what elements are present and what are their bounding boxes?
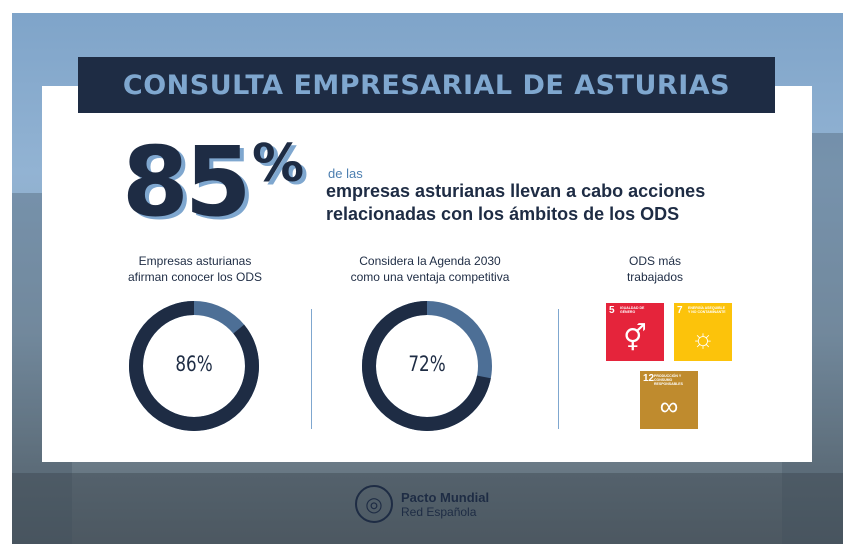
donut-value-arc xyxy=(362,301,492,431)
footer-branding: ◎ Pacto Mundial Red Española xyxy=(355,485,489,523)
ods-goal-number: 12 xyxy=(643,373,655,384)
donut-chart-agenda-2030 xyxy=(362,301,492,431)
stat-label-line: Empresas asturianas xyxy=(138,254,252,268)
footer-name: Pacto Mundial xyxy=(401,489,490,505)
headline-line-2: relacionadas con los ámbitos de los ODS xyxy=(326,204,680,224)
donut-chart-ods-knowledge xyxy=(129,301,259,431)
ods-goal-title: ENERGÍA ASEQUIBLE Y NO CONTAMINANTE xyxy=(688,306,726,314)
headline-claim: empresas asturianas llevan a cabo accion… xyxy=(326,180,766,226)
ods-goal-title: IGUALDAD DE GÉNERO xyxy=(620,306,645,314)
divider xyxy=(558,309,559,429)
stat-label-line: afirman conocer los ODS xyxy=(127,270,263,284)
globe-icon: ◎ xyxy=(365,493,383,516)
sun-icon: ☼ xyxy=(691,323,715,353)
footer-sub: Red Española xyxy=(401,504,477,519)
donut-value-arc xyxy=(129,301,259,431)
ods-label-line: ODS más xyxy=(628,254,681,268)
stat-label-ods-knowledge: Empresas asturianas afirman conocer los … xyxy=(95,253,295,285)
divider xyxy=(311,309,312,429)
stat-label-line: Considera la Agenda 2030 xyxy=(359,254,501,268)
headline-number: 85 xyxy=(122,126,252,238)
ods-goal-12-tile: 12 PRODUCCIÓN Y CONSUMO RESPONSABLES ∞ xyxy=(640,371,698,429)
gender-equality-icon: ⚥ xyxy=(623,323,647,353)
page-title: CONSULTA EMPRESARIAL DE ASTURIAS xyxy=(122,69,731,101)
donut-value-agenda-2030: 72% xyxy=(408,352,446,376)
ods-goal-number: 5 xyxy=(609,305,615,316)
ods-goal-title: PRODUCCIÓN Y CONSUMO RESPONSABLES xyxy=(654,374,683,386)
headline-figure: 85 % xyxy=(122,132,312,242)
ods-label: ODS más trabajados xyxy=(600,253,710,285)
headline-line-1: empresas asturianas llevan a cabo accion… xyxy=(326,181,706,201)
infinity-icon: ∞ xyxy=(659,391,679,421)
ods-goal-5-tile: 5 IGUALDAD DE GÉNERO ⚥ xyxy=(606,303,664,361)
ods-label-line: trabajados xyxy=(626,270,684,284)
donut-value-ods-knowledge: 86% xyxy=(175,352,213,376)
stat-label-line: como una ventaja competitiva xyxy=(350,270,510,284)
stat-label-agenda-2030: Considera la Agenda 2030 como una ventaj… xyxy=(325,253,535,285)
ods-goal-7-tile: 7 ENERGÍA ASEQUIBLE Y NO CONTAMINANTE ☼ xyxy=(674,303,732,361)
un-global-compact-logo: ◎ xyxy=(355,485,393,523)
title-banner: CONSULTA EMPRESARIAL DE ASTURIAS xyxy=(78,57,775,113)
headline-intro: de las xyxy=(328,166,363,181)
ods-goal-number: 7 xyxy=(677,305,683,316)
headline-percent-sign: % xyxy=(252,134,305,194)
